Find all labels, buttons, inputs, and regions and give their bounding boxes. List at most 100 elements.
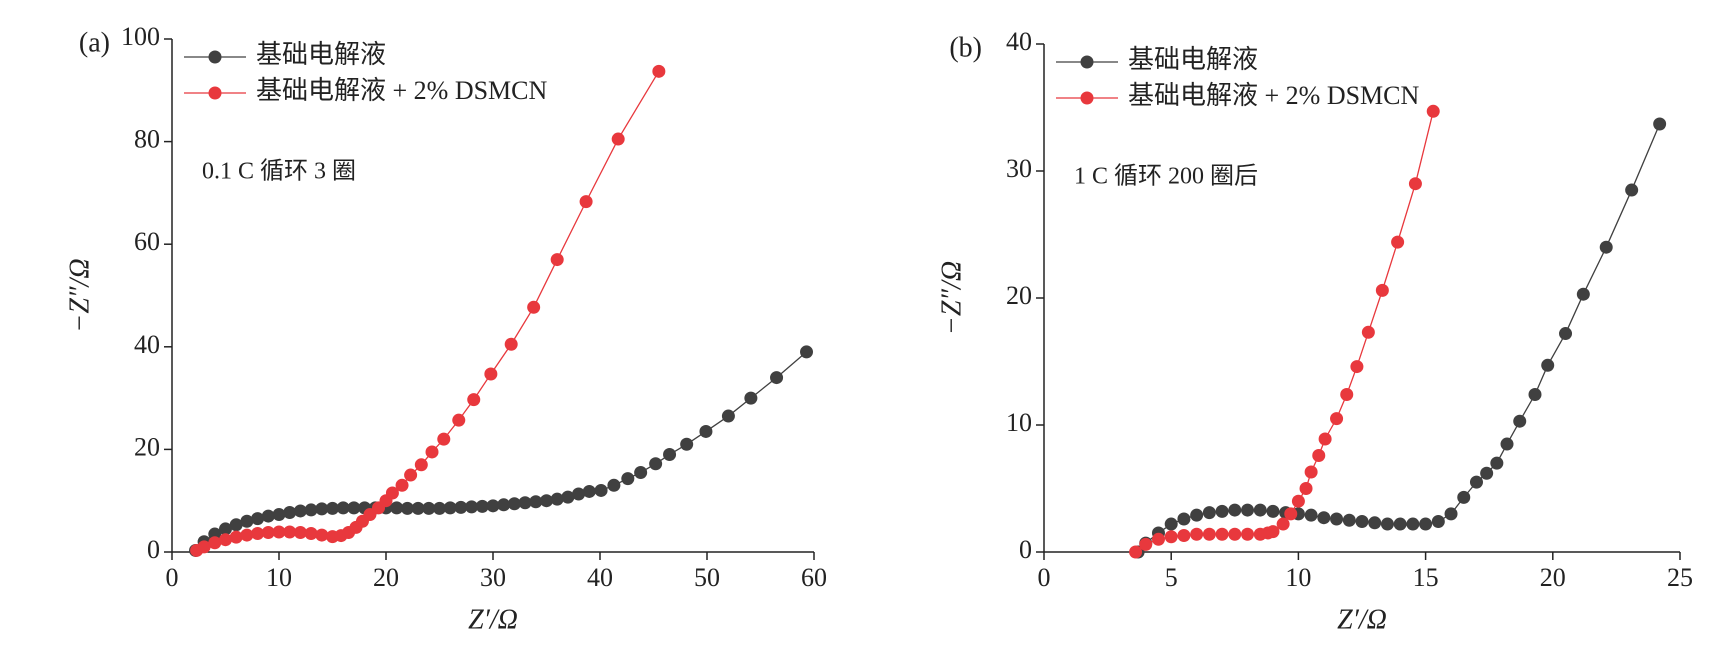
marker bbox=[1541, 358, 1555, 372]
y-tick-label: 40 bbox=[1006, 27, 1032, 56]
x-tick-label: 30 bbox=[480, 563, 506, 592]
x-axis-label: Z′/Ω bbox=[1337, 604, 1387, 635]
y-tick-label: 10 bbox=[1006, 408, 1032, 437]
x-tick-label: 10 bbox=[266, 563, 292, 592]
marker bbox=[1304, 508, 1318, 522]
marker bbox=[422, 501, 436, 515]
marker bbox=[465, 500, 479, 514]
marker bbox=[1375, 283, 1389, 297]
marker bbox=[1129, 545, 1143, 559]
panel: 0 10 20 30 40 0 5 10 15 20 25 (b) Z′/Ω −Z″/Ω 1 C 循环 20… bbox=[936, 27, 1693, 635]
y-tick-label: 20 bbox=[1006, 281, 1032, 310]
marker bbox=[261, 526, 275, 540]
marker bbox=[240, 528, 254, 542]
marker bbox=[315, 502, 329, 516]
panel-label: (a) bbox=[79, 27, 110, 58]
marker bbox=[550, 253, 564, 267]
marker bbox=[395, 478, 409, 492]
marker bbox=[649, 457, 663, 471]
marker bbox=[1202, 527, 1216, 541]
x-tick-label: 5 bbox=[1165, 563, 1178, 592]
marker bbox=[507, 497, 521, 511]
marker bbox=[1215, 504, 1229, 518]
marker bbox=[1355, 515, 1369, 529]
series-line bbox=[195, 351, 807, 551]
marker bbox=[1228, 527, 1242, 541]
marker bbox=[229, 530, 243, 544]
y-tick-label: 20 bbox=[134, 432, 160, 461]
marker bbox=[1431, 515, 1445, 529]
marker bbox=[550, 492, 564, 506]
marker bbox=[272, 508, 286, 522]
marker bbox=[1151, 532, 1165, 546]
marker bbox=[582, 484, 596, 498]
marker bbox=[385, 486, 399, 500]
marker bbox=[1266, 525, 1280, 539]
x-tick-label: 10 bbox=[1285, 563, 1311, 592]
marker bbox=[452, 413, 466, 427]
marker bbox=[390, 501, 404, 515]
marker bbox=[1190, 508, 1204, 522]
marker bbox=[1340, 388, 1354, 402]
marker bbox=[652, 64, 666, 78]
marker bbox=[414, 458, 428, 472]
marker bbox=[504, 337, 518, 351]
marker bbox=[272, 525, 286, 539]
marker bbox=[437, 432, 451, 446]
marker bbox=[1164, 530, 1178, 544]
marker bbox=[1241, 503, 1255, 517]
marker bbox=[304, 503, 318, 517]
marker bbox=[1177, 512, 1191, 526]
legend-marker bbox=[1080, 55, 1094, 69]
marker bbox=[621, 472, 635, 486]
marker bbox=[1408, 177, 1422, 191]
marker bbox=[1299, 482, 1313, 495]
series-line bbox=[196, 70, 660, 552]
y-axis-label: −Z″/Ω bbox=[936, 261, 967, 335]
marker bbox=[240, 514, 254, 528]
marker bbox=[283, 505, 297, 519]
marker bbox=[770, 371, 784, 385]
legend-label: 基础电解液 + 2% DSMCN bbox=[256, 76, 548, 105]
marker bbox=[663, 448, 677, 462]
marker bbox=[1202, 506, 1216, 520]
marker bbox=[1368, 516, 1382, 530]
marker bbox=[1444, 507, 1458, 521]
marker bbox=[261, 509, 275, 523]
marker bbox=[1139, 537, 1153, 551]
annotation: 0.1 C 循环 3 圈 bbox=[202, 158, 356, 185]
marker bbox=[527, 300, 541, 314]
marker bbox=[304, 527, 318, 541]
marker bbox=[326, 501, 339, 515]
x-tick-label: 15 bbox=[1413, 563, 1439, 592]
marker bbox=[219, 522, 232, 536]
legend-label: 基础电解液 bbox=[256, 40, 386, 69]
panel-label: (b) bbox=[949, 32, 982, 63]
marker bbox=[721, 409, 735, 423]
marker bbox=[579, 195, 593, 209]
legend-label: 基础电解液 + 2% DSMCN bbox=[1128, 81, 1420, 110]
marker bbox=[283, 525, 297, 539]
marker bbox=[529, 495, 543, 509]
marker bbox=[1342, 513, 1356, 527]
marker bbox=[293, 526, 307, 540]
marker bbox=[611, 132, 625, 146]
marker bbox=[518, 496, 532, 510]
marker bbox=[1215, 527, 1229, 541]
marker bbox=[607, 478, 621, 492]
marker bbox=[497, 498, 511, 512]
marker bbox=[561, 490, 575, 504]
y-tick-label: 40 bbox=[134, 330, 160, 359]
y-tick-label: 30 bbox=[1006, 154, 1032, 183]
marker bbox=[634, 465, 648, 479]
marker bbox=[1317, 511, 1331, 525]
x-tick-label: 50 bbox=[694, 563, 720, 592]
marker bbox=[251, 527, 265, 541]
marker bbox=[486, 499, 500, 513]
marker bbox=[1266, 504, 1280, 518]
marker bbox=[1361, 325, 1375, 339]
marker bbox=[425, 445, 439, 459]
x-tick-label: 40 bbox=[587, 563, 613, 592]
marker bbox=[572, 487, 586, 501]
